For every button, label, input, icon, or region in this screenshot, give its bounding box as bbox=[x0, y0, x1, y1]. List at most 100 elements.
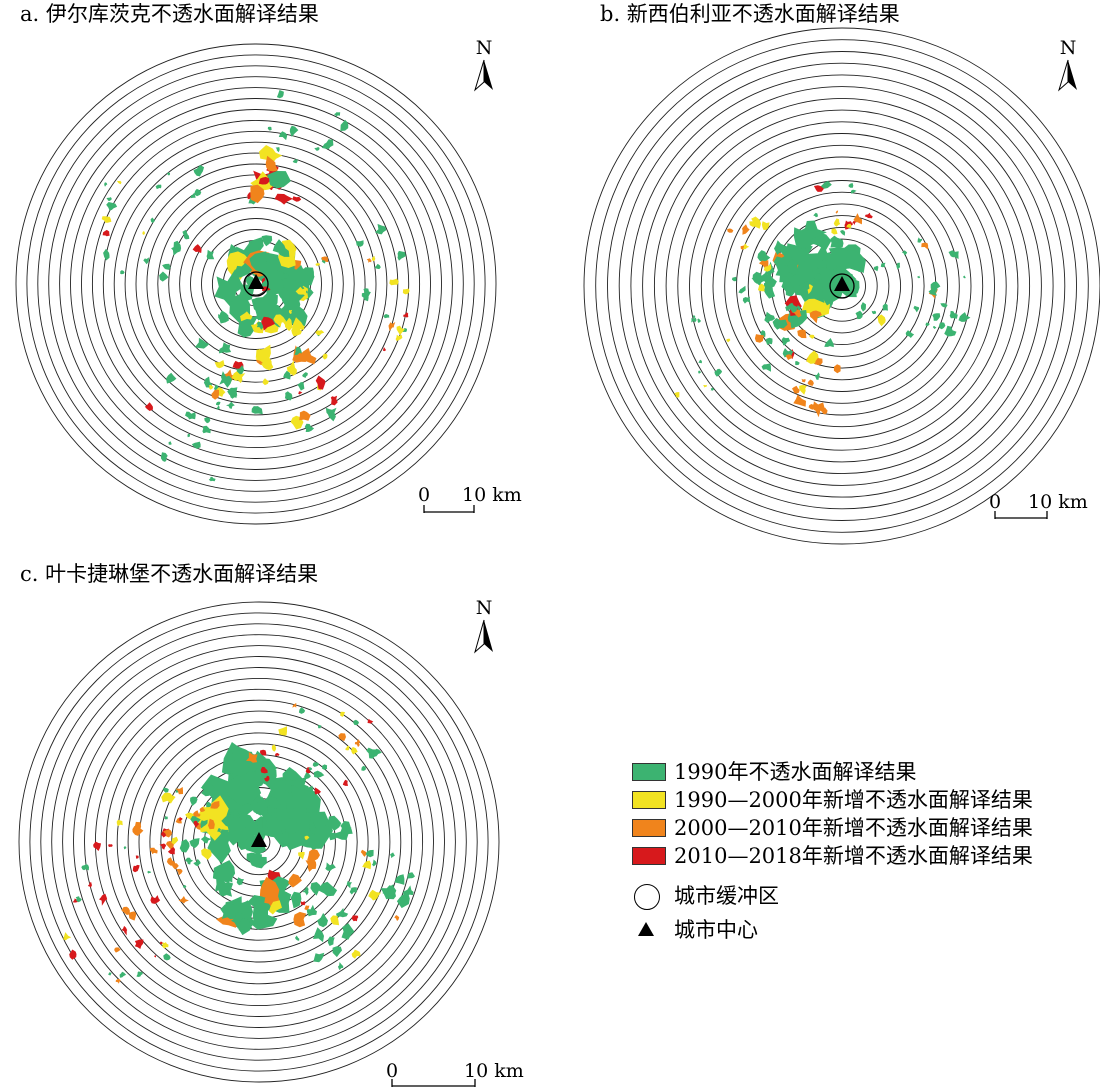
buffer-ring bbox=[37, 65, 475, 503]
impervious-patch bbox=[261, 356, 274, 371]
impervious-patch bbox=[698, 359, 702, 364]
impervious-patch bbox=[315, 330, 325, 336]
impervious-patch bbox=[289, 369, 295, 375]
impervious-patch bbox=[727, 228, 734, 233]
legend-swatch bbox=[632, 819, 666, 837]
buffer-ring bbox=[135, 163, 377, 405]
legend-label: 2000—2010年新增不透水面解译结果 bbox=[674, 816, 1033, 840]
impervious-patch bbox=[864, 212, 873, 219]
buffer-ring bbox=[583, 27, 1100, 545]
impervious-patch bbox=[295, 935, 300, 941]
impervious-patch bbox=[236, 877, 244, 886]
impervious-patch bbox=[754, 334, 764, 343]
impervious-patch bbox=[226, 401, 235, 409]
impervious-patch bbox=[732, 276, 737, 282]
impervious-patch bbox=[394, 915, 400, 921]
impervious-patch bbox=[150, 847, 158, 855]
impervious-patch bbox=[276, 90, 284, 99]
impervious-patch bbox=[963, 275, 966, 279]
impervious-patch bbox=[163, 953, 171, 961]
impervious-patch bbox=[212, 860, 236, 883]
impervious-patch bbox=[396, 325, 405, 336]
impervious-patch bbox=[250, 908, 278, 930]
impervious-patch bbox=[115, 979, 121, 984]
impervious-patch bbox=[278, 131, 288, 141]
impervious-patch bbox=[81, 864, 89, 871]
buffer-ring bbox=[127, 710, 391, 974]
impervious-patch bbox=[104, 182, 108, 187]
buffer-ring bbox=[73, 656, 445, 1028]
impervious-patch bbox=[182, 884, 187, 889]
impervious-patch bbox=[742, 297, 751, 304]
buffer-ring bbox=[15, 43, 497, 525]
buffer-ring bbox=[91, 119, 421, 449]
impervious-patch bbox=[128, 911, 137, 921]
impervious-patch bbox=[372, 859, 377, 867]
north-arrow-icon: N bbox=[474, 597, 493, 654]
legend-swatch bbox=[632, 847, 666, 865]
impervious-patch bbox=[245, 276, 255, 287]
impervious-patch bbox=[402, 288, 410, 295]
impervious-patch bbox=[322, 764, 328, 770]
impervious-patch bbox=[176, 868, 183, 876]
impervious-patch bbox=[161, 792, 176, 804]
impervious-patch bbox=[813, 401, 825, 418]
impervious-patch bbox=[304, 905, 310, 910]
scale-end: 10 km bbox=[462, 484, 522, 506]
impervious-patch bbox=[99, 893, 108, 906]
buffer-ring bbox=[51, 634, 467, 1050]
buffer-ring bbox=[677, 121, 1007, 451]
impervious-patch bbox=[877, 314, 886, 327]
impervious-patch bbox=[214, 269, 244, 303]
impervious-patch bbox=[295, 286, 307, 296]
impervious-patch bbox=[275, 147, 280, 153]
impervious-patch bbox=[260, 749, 267, 756]
impervious-patch bbox=[167, 172, 170, 176]
buffer-ring bbox=[724, 168, 960, 404]
impervious-patch bbox=[317, 912, 328, 928]
impervious-patch bbox=[164, 815, 168, 820]
impervious-patch bbox=[352, 887, 358, 892]
impervious-patch bbox=[304, 835, 310, 840]
city-center-marker bbox=[834, 276, 850, 291]
impervious-patch bbox=[322, 353, 328, 360]
scale-bar: 0 10 km bbox=[418, 484, 522, 513]
impervious-patch bbox=[218, 313, 223, 320]
impervious-patch bbox=[189, 838, 200, 849]
impervious-patch bbox=[786, 258, 799, 276]
impervious-patch bbox=[809, 334, 815, 339]
impervious-patch bbox=[171, 240, 182, 256]
impervious-patch bbox=[182, 229, 190, 240]
impervious-patch bbox=[361, 291, 371, 302]
impervious-patch bbox=[692, 315, 696, 319]
impervious-patch bbox=[855, 310, 863, 320]
panel-c-map: N 0 10 km bbox=[18, 597, 524, 1087]
impervious-patch bbox=[833, 218, 841, 227]
impervious-patch bbox=[119, 971, 127, 978]
impervious-patch bbox=[217, 827, 221, 833]
buffer-ring bbox=[105, 688, 413, 996]
impervious-patch bbox=[199, 806, 206, 812]
impervious-patch bbox=[221, 816, 243, 832]
impervious-patch bbox=[749, 219, 761, 229]
impervious-patch bbox=[781, 337, 791, 346]
impervious-patch bbox=[135, 855, 139, 859]
impervious-patch bbox=[939, 322, 946, 330]
impervious-patch bbox=[905, 330, 915, 338]
impervious-patch bbox=[274, 193, 293, 205]
impervious-patch bbox=[873, 265, 879, 272]
impervious-patch bbox=[175, 787, 183, 795]
impervious-patch bbox=[807, 379, 814, 386]
impervious-patch bbox=[793, 227, 814, 248]
impervious-patch bbox=[261, 316, 275, 331]
panel-b-patches bbox=[674, 180, 971, 418]
buffer-ring bbox=[149, 732, 369, 952]
impervious-patch bbox=[160, 941, 163, 945]
impervious-patch bbox=[230, 392, 237, 399]
impervious-patch bbox=[103, 248, 110, 261]
impervious-patch bbox=[351, 915, 359, 922]
impervious-patch bbox=[297, 382, 305, 391]
impervious-patch bbox=[850, 189, 857, 194]
buffer-ring bbox=[138, 721, 380, 963]
impervious-patch bbox=[310, 882, 323, 896]
